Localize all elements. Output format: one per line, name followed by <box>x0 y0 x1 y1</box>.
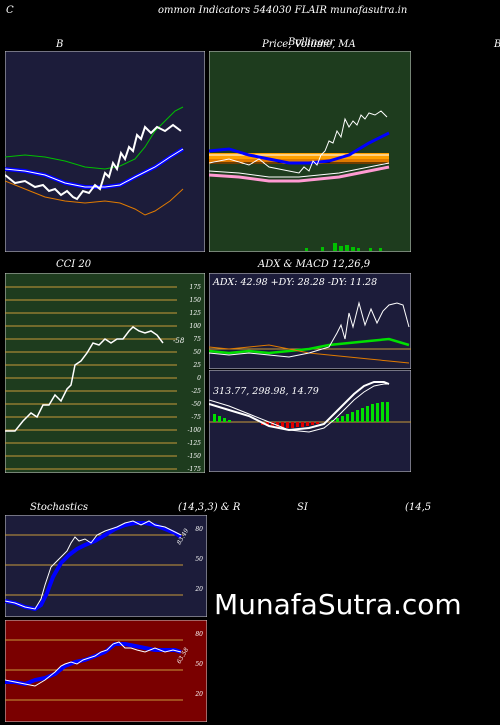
page-title: ommon Indicators 544030 FLAIR munafasutr… <box>158 5 408 16</box>
volume-bar <box>321 247 324 251</box>
cci-tick: 50 <box>193 349 201 356</box>
cci-tick: 175 <box>190 284 202 291</box>
adx-plus-di <box>209 337 410 355</box>
cci-gridlines <box>5 286 177 470</box>
stoch-d-line <box>5 521 183 612</box>
bb-middle-band-highlight <box>5 148 184 188</box>
macd-panel: 313.77, 298.98, 14.79 <box>209 370 411 472</box>
watermark-logo: MunafaSutra.com <box>214 588 462 621</box>
rsi-tick: 50 <box>195 661 203 668</box>
bollinger-panel-title: B <box>56 39 64 50</box>
stochastics-params: (14,3,3) & R <box>178 502 241 513</box>
macd-values-label: 313.77, 298.98, 14.79 <box>213 386 319 397</box>
price-ma-white <box>209 162 390 178</box>
volume-bar <box>333 243 337 251</box>
adx-panel: ADX: 42.98 +DY: 28.28 -DY: 11.28 <box>209 273 411 369</box>
rsi-line <box>5 641 182 687</box>
bb-upper-band <box>5 106 184 170</box>
adx-macd-panel-title: ADX & MACD 12,26,9 <box>258 259 371 270</box>
bb-lower-band <box>5 180 184 216</box>
cci-tick: 100 <box>190 323 202 330</box>
bb-price-line <box>5 123 182 201</box>
cci-tick: -175 <box>188 466 202 473</box>
volume-bar <box>351 247 355 251</box>
cci-value-label: -58 <box>173 337 185 345</box>
cci-tick: -25 <box>191 388 201 395</box>
cci-tick: 0 <box>197 375 201 382</box>
cci-panel-title: CCI 20 <box>56 259 92 270</box>
header-c: C <box>6 5 14 16</box>
volume-bar <box>379 248 382 251</box>
price-panel-overlay-label: Bollinger <box>288 37 335 48</box>
rsi-tick: 80 <box>195 631 203 638</box>
cci-tick: -75 <box>191 414 201 421</box>
cci-tick: -125 <box>188 440 202 447</box>
rsi-panel: 63.58 80 50 20 <box>5 620 207 722</box>
cci-tick: 150 <box>190 297 202 304</box>
stochastics-panel-title: Stochastics <box>30 502 88 513</box>
cci-tick: -150 <box>188 453 202 460</box>
stoch-tick: 50 <box>195 556 203 563</box>
volume-bar <box>357 248 360 251</box>
volume-bar <box>369 248 372 251</box>
cci-panel: -58 175 150 125 100 75 50 25 0 -25 -50 -… <box>5 273 205 473</box>
price-line <box>209 110 388 174</box>
rsi-tick: 20 <box>194 691 203 698</box>
stoch-tick: 20 <box>194 586 203 593</box>
volume-bar <box>339 246 343 251</box>
cci-tick: 125 <box>190 310 202 317</box>
rsi-params: (14,5 <box>405 502 432 513</box>
stoch-tick: 80 <box>195 526 203 533</box>
cci-tick-labels: 175 150 125 100 75 50 25 0 -25 -50 -75 -… <box>188 284 202 473</box>
stochastics-panel: 83.49 80 50 20 <box>5 515 207 617</box>
price-ma-pink <box>209 165 390 183</box>
cci-tick: -50 <box>191 401 201 408</box>
volume-bar <box>305 248 308 251</box>
rsi-panel-title: SI <box>297 502 308 513</box>
cci-tick: 25 <box>192 362 201 369</box>
macd-signal-line <box>209 383 389 433</box>
macd-histogram-positive <box>213 402 389 422</box>
price-ma-blue <box>209 131 390 165</box>
adx-values-label: ADX: 42.98 +DY: 28.28 -DY: 11.28 <box>212 277 377 288</box>
volume-bar <box>345 245 349 251</box>
price-volume-ma-panel <box>209 51 411 252</box>
price-panel-title: Price, Volume, MA <box>262 39 356 50</box>
right-edge-label-b: B <box>494 39 500 50</box>
stoch-tick-labels: 80 50 20 <box>194 526 203 593</box>
stoch-k-line <box>5 520 182 610</box>
adx-line <box>209 301 410 358</box>
bollinger-bands-panel <box>5 51 205 252</box>
macd-line <box>209 381 390 432</box>
cci-line <box>5 326 164 432</box>
cci-tick: 75 <box>193 336 201 343</box>
rsi-tick-labels: 80 50 20 <box>194 631 203 698</box>
ma-band-upper <box>209 153 389 159</box>
cci-tick: -100 <box>188 427 202 434</box>
